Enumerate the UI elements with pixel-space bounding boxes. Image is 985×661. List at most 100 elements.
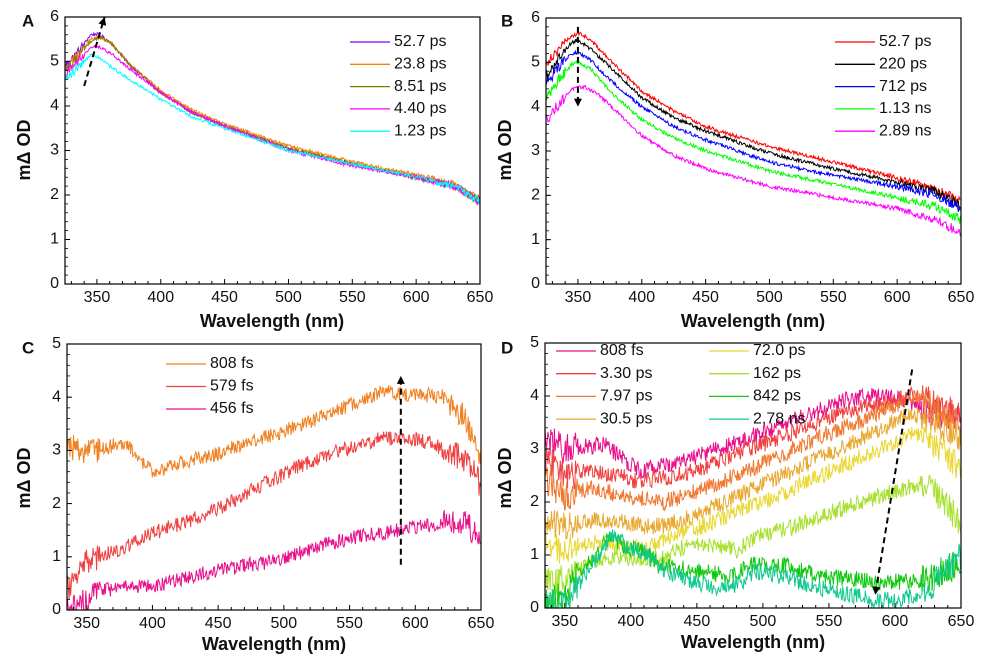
x-tick-label: 550	[820, 289, 847, 306]
x-tick-label: 500	[750, 613, 777, 630]
panel-d: D 350 400 450 500 550 600 650 0 1 2 3 4 5 Wavelength (…	[495, 334, 974, 652]
legend-label: 456 fs	[210, 400, 254, 417]
plot-area	[65, 31, 480, 206]
legend-label: 52.7 ps	[879, 33, 931, 50]
y-tick-label: 1	[530, 546, 539, 563]
series-line	[545, 474, 961, 595]
y-tick-label: 3	[530, 440, 539, 457]
x-tick-label: 600	[884, 289, 911, 306]
x-tick-label: 650	[468, 615, 495, 632]
x-tick-label: 500	[271, 615, 298, 632]
legend-label: 1.23 ps	[394, 122, 446, 139]
y-tick-label: 5	[52, 335, 61, 352]
panel-b: B 350 400 450 500 550 600 650 0 1 2 3 4 5 6 Wavelength …	[495, 9, 974, 331]
trend-arrowhead-icon	[573, 98, 582, 107]
legend-item: 808 fs	[556, 342, 644, 359]
legend-label: 579 fs	[210, 378, 254, 395]
y-tick-label: 2	[52, 495, 61, 512]
x-tick-label: 450	[211, 289, 238, 306]
y-tick-label: 6	[50, 8, 59, 25]
y-tick-label: 5	[530, 334, 539, 351]
x-tick-label: 500	[756, 289, 783, 306]
y-tick-label: 2	[50, 186, 59, 203]
plot-area	[545, 385, 961, 608]
y-tick-label: 4	[530, 387, 539, 404]
x-tick-label: 350	[565, 289, 592, 306]
panel-letter: D	[501, 338, 513, 357]
series-line	[546, 84, 961, 237]
legend-label: 808 fs	[600, 342, 644, 359]
x-tick-label: 450	[692, 289, 719, 306]
plot-frame	[66, 343, 482, 611]
y-axis-title: mΔ OD	[495, 448, 515, 509]
series-line	[545, 529, 961, 608]
legend-item: 712 ps	[835, 78, 927, 95]
series-line	[67, 510, 481, 610]
legend-item: 808 fs	[166, 355, 254, 372]
y-tick-label: 3	[52, 442, 61, 459]
x-tick-label: 400	[628, 289, 655, 306]
y-tick-label: 0	[530, 599, 539, 616]
x-tick-label: 650	[467, 289, 494, 306]
series-line	[65, 53, 480, 205]
legend-item: 1.23 ps	[350, 122, 446, 139]
series-line	[546, 31, 961, 205]
plot-frame	[544, 342, 962, 609]
legend-label: 72.0 ps	[753, 342, 805, 359]
x-tick-label: 400	[139, 615, 166, 632]
legend-item: 72.0 ps	[709, 342, 805, 359]
legend-label: 30.5 ps	[600, 410, 652, 427]
series-line	[545, 406, 961, 541]
plot-area	[546, 31, 961, 237]
legend-label: 2.89 ns	[879, 122, 931, 139]
legend-label: 8.51 ps	[394, 78, 446, 95]
legend-item: 2.78 ns	[709, 410, 805, 427]
plot-area	[67, 384, 481, 610]
x-tick-label: 550	[339, 289, 366, 306]
legend-label: 52.7 ps	[394, 33, 446, 50]
legend-item: 52.7 ps	[350, 33, 446, 50]
y-axis-title: mΔ OD	[495, 120, 515, 181]
y-axis-title: mΔ OD	[14, 120, 34, 181]
legend-item: 23.8 ps	[350, 56, 446, 73]
series-line	[545, 385, 961, 490]
series-line	[546, 58, 961, 224]
x-axis-title: Wavelength (nm)	[200, 311, 344, 331]
legend-item: 52.7 ps	[835, 33, 931, 50]
series-line	[67, 431, 481, 601]
y-tick-label: 3	[531, 142, 540, 159]
legend: 52.7 ps 23.8 ps 8.51 ps 4.40 ps 1.23 ps	[350, 33, 446, 139]
x-tick-label: 550	[816, 613, 843, 630]
y-tick-label: 5	[50, 53, 59, 70]
y-tick-label: 0	[531, 275, 540, 292]
legend-label: 220 ps	[879, 56, 927, 73]
series-line	[545, 426, 961, 564]
panel-letter: C	[22, 338, 34, 357]
x-tick-label: 600	[403, 289, 430, 306]
x-tick-label: 500	[275, 289, 302, 306]
y-tick-label: 6	[531, 9, 540, 26]
x-axis-title: Wavelength (nm)	[681, 311, 825, 331]
legend-label: 712 ps	[879, 78, 927, 95]
legend-label: 7.97 ps	[600, 388, 652, 405]
y-axis-title: mΔ OD	[14, 448, 34, 509]
x-tick-label: 350	[84, 289, 111, 306]
y-tick-label: 4	[50, 97, 59, 114]
y-tick-label: 4	[52, 388, 61, 405]
legend-item: 30.5 ps	[556, 410, 652, 427]
trend-arrow-line	[83, 16, 106, 87]
x-tick-label: 450	[205, 615, 232, 632]
trend-arrowhead-icon	[872, 586, 881, 595]
x-tick-label: 600	[882, 613, 909, 630]
legend: 808 fs 3.30 ps 7.97 ps 30.5 ps 72.0 ps 162 ps…	[556, 342, 805, 427]
legend: 52.7 ps 220 ps 712 ps 1.13 ns 2.89 ns	[835, 33, 931, 139]
legend-item: 1.13 ns	[835, 100, 931, 117]
legend-item: 7.97 ps	[556, 388, 652, 405]
legend-label: 4.40 ps	[394, 100, 446, 117]
x-tick-label: 400	[147, 289, 174, 306]
panel-c: C 350 400 450 500 550 600 650 0 1 2 3 4 5 Wavelength (…	[14, 335, 494, 654]
y-tick-label: 1	[52, 548, 61, 565]
legend-label: 2.78 ns	[753, 410, 805, 427]
legend-label: 3.30 ps	[600, 365, 652, 382]
